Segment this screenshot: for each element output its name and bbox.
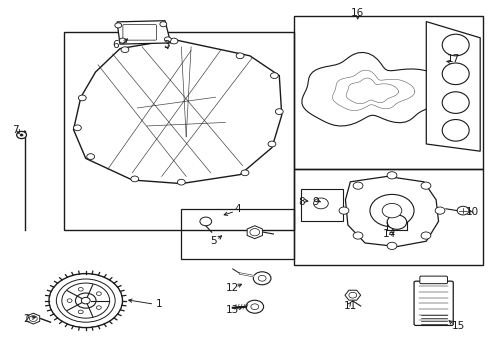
Text: 15: 15 [451,321,465,331]
Polygon shape [74,40,282,184]
Ellipse shape [442,120,469,141]
Text: 6: 6 [112,40,119,50]
Text: 5: 5 [210,236,217,246]
Circle shape [421,232,431,239]
Circle shape [253,272,271,285]
Circle shape [241,170,249,176]
Circle shape [17,131,26,139]
Text: 9: 9 [313,197,319,207]
Circle shape [160,22,167,27]
Circle shape [131,176,139,182]
Circle shape [387,215,407,229]
Circle shape [119,38,126,43]
Polygon shape [117,21,171,44]
Text: 10: 10 [466,207,479,217]
Polygon shape [345,176,439,247]
Circle shape [20,134,23,136]
Polygon shape [247,226,263,239]
Circle shape [457,206,469,215]
Circle shape [74,125,81,131]
Text: 14: 14 [383,229,396,239]
Circle shape [87,154,95,159]
Text: 2: 2 [24,314,30,324]
Circle shape [97,306,101,309]
Circle shape [170,38,178,44]
Bar [181,209,294,259]
Circle shape [349,292,357,298]
Text: 11: 11 [343,301,357,311]
Circle shape [49,274,122,328]
Bar [64,32,294,230]
Ellipse shape [442,34,469,56]
Text: 3: 3 [163,40,170,50]
Text: 8: 8 [298,197,305,207]
Ellipse shape [442,92,469,113]
FancyBboxPatch shape [420,276,447,284]
Circle shape [353,182,363,189]
Circle shape [435,207,445,214]
Circle shape [314,198,328,209]
Text: 12: 12 [226,283,240,293]
Circle shape [78,95,86,101]
Text: 16: 16 [351,8,365,18]
Circle shape [67,299,72,302]
Circle shape [62,283,110,318]
Polygon shape [302,53,452,126]
Circle shape [268,141,276,147]
Circle shape [353,232,363,239]
Circle shape [78,288,83,291]
Circle shape [177,179,185,185]
Circle shape [246,300,264,313]
Circle shape [115,23,122,28]
Bar [294,16,483,169]
Polygon shape [345,290,361,300]
Circle shape [78,310,83,314]
Text: 1: 1 [156,299,163,309]
Circle shape [164,37,171,42]
Circle shape [236,53,244,59]
Polygon shape [27,313,40,324]
Bar [294,169,483,265]
Circle shape [370,194,414,227]
Circle shape [387,242,397,249]
Circle shape [121,47,129,53]
Circle shape [421,182,431,189]
Circle shape [29,316,37,321]
Circle shape [81,297,90,304]
Circle shape [275,109,283,114]
Circle shape [97,292,101,296]
Circle shape [258,275,266,281]
Text: 17: 17 [446,54,460,64]
Text: 13: 13 [226,305,240,315]
Circle shape [200,217,212,226]
Circle shape [251,304,259,310]
Circle shape [270,73,278,78]
Ellipse shape [442,63,469,85]
Circle shape [250,229,260,236]
Circle shape [56,279,115,322]
Circle shape [339,207,349,214]
Text: 7: 7 [12,125,19,135]
Circle shape [382,203,402,218]
Circle shape [387,172,397,179]
Polygon shape [426,22,480,151]
Polygon shape [301,189,343,221]
Text: 4: 4 [234,204,241,214]
FancyBboxPatch shape [414,281,453,325]
Circle shape [75,293,96,308]
